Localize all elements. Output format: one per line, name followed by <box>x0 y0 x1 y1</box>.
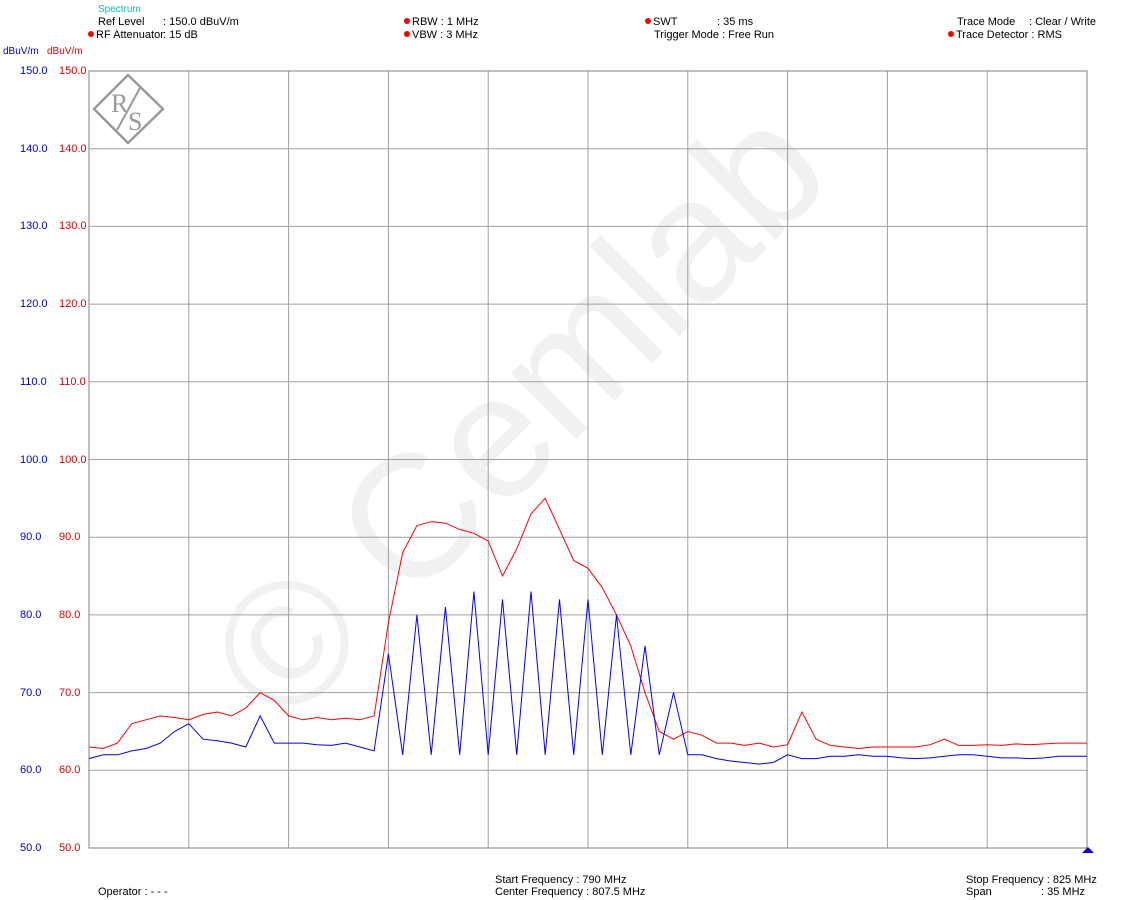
y-tick-label-left: 90.0 <box>20 531 42 544</box>
rf-attenuator-value: : 15 dB <box>163 29 198 41</box>
span-label: Span <box>966 886 992 898</box>
start-frequency: Start Frequency : 790 MHz <box>495 874 627 886</box>
operator: Operator : - - - <box>98 886 168 898</box>
section-title: Spectrum <box>98 4 141 15</box>
svg-text:S: S <box>128 107 142 136</box>
status-dot-icon <box>404 31 410 37</box>
trace-detector: Trace Detector : RMS <box>948 29 1062 41</box>
y-tick-label-left: 80.0 <box>20 608 42 621</box>
plot-grid <box>88 70 1088 849</box>
y-tick-label-right: 50.0 <box>59 842 81 854</box>
y-tick-label-left: 60.0 <box>20 764 42 777</box>
ref-level-value: : 150.0 dBuV/m <box>163 16 239 28</box>
y-tick-label-right: 150.0 <box>59 65 87 77</box>
y-tick-label-left: 130.0 <box>20 220 48 233</box>
y-tick-label-right: 130.0 <box>59 220 87 233</box>
y-tick-label-right: 110.0 <box>59 375 86 388</box>
status-dot-icon <box>404 18 410 24</box>
rs-logo: R S <box>92 73 165 145</box>
center-frequency: Center Frequency : 807.5 MHz <box>495 886 646 898</box>
plot-frame <box>88 70 1088 849</box>
y-tick-label-right: 90.0 <box>59 531 81 544</box>
y-tick-label-right: 120.0 <box>59 298 87 311</box>
y-tick-label-left: 100.0 <box>20 453 48 466</box>
svg-text:R: R <box>111 89 129 118</box>
ref-level-label: Ref Level <box>98 16 145 28</box>
trace-layer <box>88 497 1087 765</box>
swt: SWT <box>645 16 677 28</box>
swt-label: SWT <box>653 16 678 28</box>
y-unit-right: dBuV/m <box>47 46 83 57</box>
rbw-text: RBW : 1 MHz <box>412 16 479 28</box>
y-tick-label-left: 110.0 <box>20 375 47 388</box>
trace-detector-text: Trace Detector : RMS <box>956 29 1062 41</box>
rbw: RBW : 1 MHz <box>404 16 479 28</box>
y-tick-label-left: 50.0 <box>20 842 42 854</box>
y-tick-label-left: 140.0 <box>20 142 48 155</box>
y-tick-label-right: 80.0 <box>59 608 81 621</box>
swt-value: : 35 ms <box>717 16 754 28</box>
stop-frequency: Stop Frequency : 825 MHz <box>966 874 1097 886</box>
status-dot-icon <box>948 31 954 37</box>
y-tick-label-right: 60.0 <box>59 764 81 777</box>
watermark: © Cemlab <box>173 68 863 758</box>
stop-marker-icon <box>1082 847 1094 853</box>
y-tick-label-right: 100.0 <box>59 453 87 466</box>
trigger-mode: Trigger Mode : Free Run <box>654 29 775 41</box>
y-tick-label-right: 140.0 <box>59 142 87 155</box>
y-tick-label-left: 70.0 <box>20 686 42 699</box>
y-tick-label-left: 150.0 <box>20 65 48 77</box>
vbw-text: VBW : 3 MHz <box>412 29 479 41</box>
y-tick-label-left: 120.0 <box>20 298 48 311</box>
rf-attenuator: RF Attenuator <box>88 29 164 41</box>
trace-mode-label: Trace Mode <box>957 16 1016 28</box>
rf-attenuator-label: RF Attenuator <box>96 29 164 41</box>
vbw: VBW : 3 MHz <box>404 29 478 41</box>
status-dot-icon <box>645 18 651 24</box>
y-unit-left: dBuV/m <box>3 46 39 57</box>
span-value: : 35 MHz <box>1041 886 1086 898</box>
red-trace-line <box>88 497 1087 750</box>
y-tick-label-right: 70.0 <box>59 686 81 699</box>
blue-trace-line <box>88 591 1087 765</box>
status-dot-icon <box>88 31 94 37</box>
trace-mode-value: : Clear / Write <box>1029 16 1097 28</box>
